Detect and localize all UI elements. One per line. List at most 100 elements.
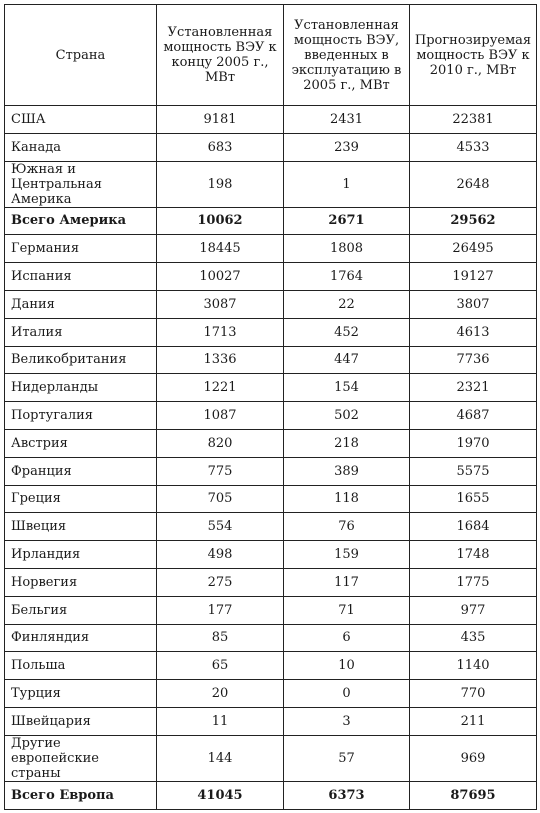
country-cell: Италия <box>4 317 157 347</box>
table-row: Ирландия 498 159 1748 <box>4 540 537 569</box>
forecast-2010-cell: 770 <box>409 679 537 708</box>
forecast-2010-cell: 977 <box>409 595 537 625</box>
table-row: Италия 1713 452 4613 <box>4 317 537 347</box>
table-row: Южная и Центральная Америка 198 1 2648 <box>4 160 537 208</box>
installed-2005-cell: 9181 <box>156 105 284 134</box>
country-cell: Южная и Центральная Америка <box>4 160 157 208</box>
table-row: Швейцария 11 3 211 <box>4 706 537 736</box>
forecast-2010-cell: 969 <box>409 734 537 782</box>
country-cell: Германия <box>4 234 157 264</box>
added-2005-cell: 159 <box>283 540 410 569</box>
table-row: Испания 10027 1764 19127 <box>4 262 537 291</box>
header-added-2005: Установленная мощность ВЭУ, введенных в … <box>283 4 410 106</box>
added-2005-cell: 22 <box>283 289 410 319</box>
country-cell: Португалия <box>4 401 157 430</box>
installed-2005-cell: 177 <box>156 595 284 625</box>
installed-2005-cell: 775 <box>156 456 284 486</box>
installed-2005-cell: 65 <box>156 651 284 681</box>
forecast-2010-cell: 4613 <box>409 317 537 347</box>
installed-2005-cell: 41045 <box>156 780 284 810</box>
table-row: Польша 65 10 1140 <box>4 651 537 681</box>
installed-2005-cell: 85 <box>156 623 284 653</box>
added-2005-cell: 3 <box>283 706 410 736</box>
installed-2005-cell: 683 <box>156 132 284 162</box>
forecast-2010-cell: 1748 <box>409 540 537 569</box>
forecast-2010-cell: 1655 <box>409 484 537 514</box>
added-2005-cell: 1 <box>283 160 410 208</box>
added-2005-cell: 117 <box>283 567 410 597</box>
added-2005-cell: 389 <box>283 456 410 486</box>
forecast-2010-cell: 435 <box>409 623 537 653</box>
added-2005-cell: 2431 <box>283 105 410 134</box>
country-cell: Швейцария <box>4 706 157 736</box>
added-2005-cell: 6373 <box>283 780 410 810</box>
country-cell: Другие европейские страны <box>4 734 157 782</box>
added-2005-cell: 1764 <box>283 262 410 291</box>
country-cell: Польша <box>4 651 157 681</box>
added-2005-cell: 57 <box>283 734 410 782</box>
table-row: Германия 18445 1808 26495 <box>4 234 537 264</box>
forecast-2010-cell: 4533 <box>409 132 537 162</box>
added-2005-cell: 452 <box>283 317 410 347</box>
added-2005-cell: 0 <box>283 679 410 708</box>
table-row: Финляндия 85 6 435 <box>4 623 537 653</box>
country-cell: США <box>4 105 157 134</box>
country-cell: Великобритания <box>4 345 157 375</box>
total-row: Всего Европа 41045 6373 87695 <box>4 780 537 810</box>
installed-2005-cell: 1087 <box>156 401 284 430</box>
added-2005-cell: 2671 <box>283 206 410 236</box>
country-cell: Швеция <box>4 512 157 542</box>
table-row: Дания 3087 22 3807 <box>4 289 537 319</box>
installed-2005-cell: 18445 <box>156 234 284 264</box>
header-forecast-2010: Прогнозируемая мощность ВЭУ к 2010 г., М… <box>409 4 537 106</box>
added-2005-cell: 218 <box>283 428 410 458</box>
total-row: Всего Америка 10062 2671 29562 <box>4 206 537 236</box>
installed-2005-cell: 275 <box>156 567 284 597</box>
country-cell: Испания <box>4 262 157 291</box>
header-installed-2005: Установленная мощность ВЭУ к концу 2005 … <box>156 4 284 106</box>
country-cell: Греция <box>4 484 157 514</box>
installed-2005-cell: 10062 <box>156 206 284 236</box>
installed-2005-cell: 1221 <box>156 373 284 403</box>
header-row: Страна Установленная мощность ВЭУ к конц… <box>4 4 537 106</box>
forecast-2010-cell: 1970 <box>409 428 537 458</box>
added-2005-cell: 239 <box>283 132 410 162</box>
forecast-2010-cell: 2321 <box>409 373 537 403</box>
country-cell: Бельгия <box>4 595 157 625</box>
table-row: Австрия 820 218 1970 <box>4 428 537 458</box>
table-row: Франция 775 389 5575 <box>4 456 537 486</box>
table-row: Бельгия 177 71 977 <box>4 595 537 625</box>
country-cell: Австрия <box>4 428 157 458</box>
forecast-2010-cell: 4687 <box>409 401 537 430</box>
forecast-2010-cell: 2648 <box>409 160 537 208</box>
table-row: США 9181 2431 22381 <box>4 105 537 134</box>
country-cell: Дания <box>4 289 157 319</box>
forecast-2010-cell: 29562 <box>409 206 537 236</box>
installed-2005-cell: 820 <box>156 428 284 458</box>
country-cell: Всего Америка <box>4 206 157 236</box>
table-row: Нидерланды 1221 154 2321 <box>4 373 537 403</box>
installed-2005-cell: 144 <box>156 734 284 782</box>
forecast-2010-cell: 3807 <box>409 289 537 319</box>
table-body: США 9181 2431 22381 Канада 683 239 4533 Южная и … <box>4 105 537 810</box>
added-2005-cell: 154 <box>283 373 410 403</box>
added-2005-cell: 71 <box>283 595 410 625</box>
country-cell: Турция <box>4 679 157 708</box>
table-row: Норвегия 275 117 1775 <box>4 567 537 597</box>
installed-2005-cell: 11 <box>156 706 284 736</box>
wind-power-table: Страна Установленная мощность ВЭУ к конц… <box>4 4 537 810</box>
forecast-2010-cell: 1140 <box>409 651 537 681</box>
table-row: Великобритания 1336 447 7736 <box>4 345 537 375</box>
added-2005-cell: 6 <box>283 623 410 653</box>
installed-2005-cell: 705 <box>156 484 284 514</box>
table-row: Турция 20 0 770 <box>4 679 537 708</box>
installed-2005-cell: 554 <box>156 512 284 542</box>
forecast-2010-cell: 1775 <box>409 567 537 597</box>
forecast-2010-cell: 5575 <box>409 456 537 486</box>
installed-2005-cell: 10027 <box>156 262 284 291</box>
country-cell: Франция <box>4 456 157 486</box>
added-2005-cell: 447 <box>283 345 410 375</box>
added-2005-cell: 1808 <box>283 234 410 264</box>
country-cell: Финляндия <box>4 623 157 653</box>
table-row: Греция 705 118 1655 <box>4 484 537 514</box>
